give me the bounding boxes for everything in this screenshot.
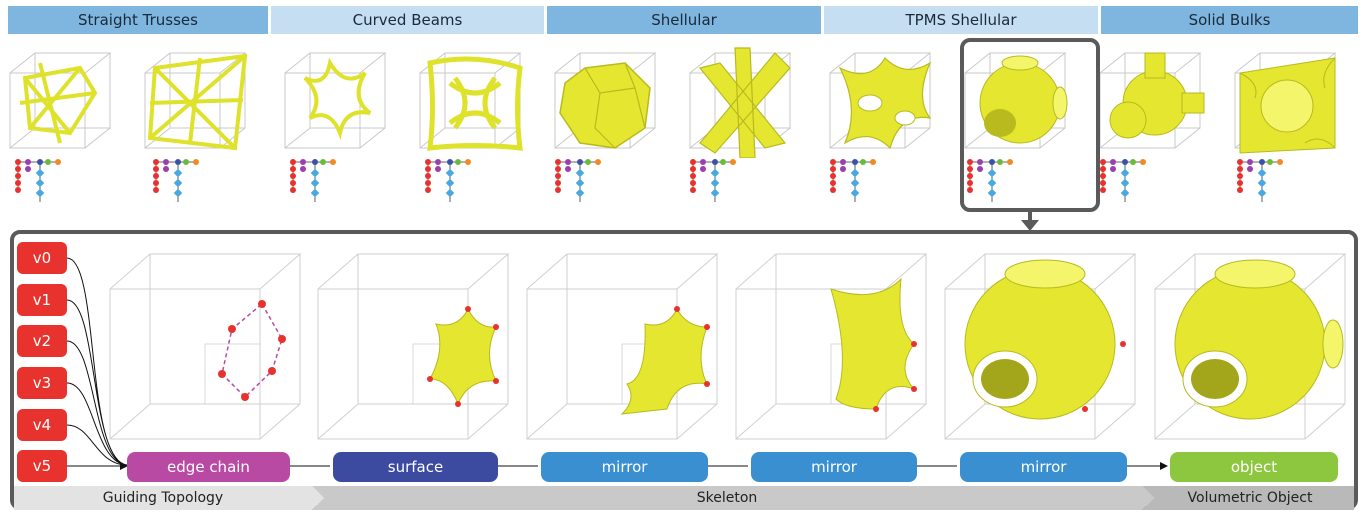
truss-lattice-icon — [9, 52, 111, 149]
vertex-v4: v4 — [17, 409, 67, 441]
category-header-straight-trusses: Straight Trusses — [8, 6, 268, 34]
step-mirror-3: mirror — [960, 452, 1127, 482]
vertex-v0: v0 — [17, 242, 67, 274]
category-header-tpms-shellular: TPMS Shellular — [824, 6, 1098, 34]
topology-graph-row — [15, 158, 1284, 203]
cube-wireframe-icon — [317, 253, 509, 440]
step-mirror-1: mirror — [541, 452, 708, 482]
step-edge-chain: edge chain — [127, 452, 290, 482]
solid-bulk-icon — [1099, 52, 1205, 149]
curved-beam-icon — [419, 52, 523, 151]
shellular-icon — [554, 52, 656, 149]
pipeline-stages — [66, 253, 1346, 489]
category-header-solid-bulks: Solid Bulks — [1101, 6, 1358, 34]
category-label: Solid Bulks — [1188, 11, 1271, 29]
step-mirror-2: mirror — [751, 452, 917, 482]
category-label: Curved Beams — [352, 11, 463, 29]
selection-box — [960, 38, 1100, 212]
thumbnails-row — [9, 47, 1336, 158]
shellular-icon — [689, 47, 791, 158]
category-label: Shellular — [651, 11, 717, 29]
category-label: Straight Trusses — [78, 11, 198, 29]
cube-wireframe-icon — [526, 253, 718, 440]
cube-wireframe-icon — [1154, 253, 1346, 440]
vertex-v1: v1 — [17, 284, 67, 316]
step-surface: surface — [333, 452, 498, 482]
vertex-v2: v2 — [17, 325, 67, 357]
tpms-surface-icon — [964, 52, 1068, 149]
band-guiding-topology: Guiding Topology — [102, 490, 224, 506]
band-volumetric-object: Volumetric Object — [1187, 490, 1313, 506]
cube-wireframe-icon — [109, 253, 301, 440]
step-object: object — [1170, 452, 1338, 482]
vertex-v3: v3 — [17, 367, 67, 399]
solid-bulk-icon — [1234, 52, 1336, 154]
category-header-curved-beams: Curved Beams — [271, 6, 544, 34]
topology-graph-icon — [15, 159, 61, 202]
band-skeleton: Skeleton — [696, 490, 758, 506]
cube-wireframe-icon — [735, 253, 927, 440]
cube-wireframe-icon — [944, 253, 1136, 440]
curved-beam-icon — [284, 52, 386, 149]
truss-lattice-icon — [144, 52, 248, 151]
category-label: TPMS Shellular — [905, 11, 1017, 29]
arrow-down-icon — [1021, 210, 1039, 231]
category-header-shellular: Shellular — [547, 6, 821, 34]
vertex-v5: v5 — [17, 450, 67, 482]
tpms-surface-icon — [829, 52, 932, 150]
stage-bands — [14, 486, 1354, 510]
